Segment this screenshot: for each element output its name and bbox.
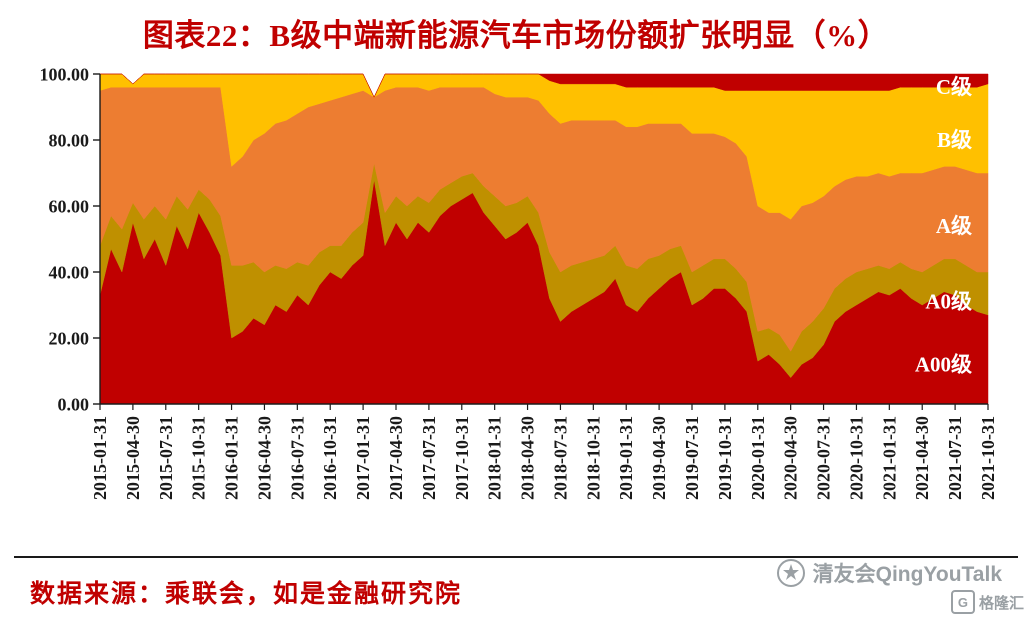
x-tick-label: 2021-04-30 [912,416,932,500]
x-tick-label: 2016-10-31 [320,416,340,500]
y-tick-label: 60.00 [49,197,90,217]
qingyouhui-logo-icon [776,559,805,587]
area-series-C级 [100,73,989,98]
watermark: 清友会QingYouTalk [776,558,1002,588]
x-tick-label: 2020-04-30 [781,416,801,500]
footer-divider [14,556,1018,558]
x-tick-label: 2020-01-31 [748,416,768,500]
y-tick-label: 0.00 [58,395,90,415]
x-tick-label: 2016-07-31 [287,416,307,500]
watermark-text: 清友会QingYouTalk [812,563,1002,586]
gelonghui-logo-text: 格隆汇 [978,594,1024,612]
x-tick-label: 2018-10-31 [583,416,603,500]
y-tick-label: 40.00 [49,263,90,283]
x-tick-label: 2015-01-31 [90,416,110,500]
x-tick-label: 2021-07-31 [945,416,965,500]
x-tick-label: 2015-10-31 [189,416,209,500]
data-source-note: 数据来源：乘联会，如是金融研究院 [30,581,463,608]
y-tick-label: 20.00 [49,329,90,349]
x-tick-label: 2015-04-30 [123,416,143,500]
x-tick-label: 2018-07-31 [550,416,570,500]
chart-title: 图表22：B级中端新能源汽车市场份额扩张明显（%） [142,18,890,53]
x-tick-label: 2019-07-31 [682,416,702,500]
x-tick-label: 2019-10-31 [715,416,735,500]
series-label-B级: B级 [937,128,972,152]
x-tick-label: 2017-07-31 [419,416,439,500]
x-tick-label: 2017-10-31 [452,416,472,500]
x-tick-label: 2019-01-31 [616,416,636,500]
series-label-A0级: A0级 [925,290,972,314]
x-tick-label: 2016-04-30 [254,416,274,500]
x-tick-label: 2017-01-31 [353,416,373,500]
x-tick-label: 2018-01-31 [485,416,505,500]
x-tick-label: 2020-07-31 [814,416,834,500]
x-tick-label: 2021-01-31 [879,416,899,500]
y-tick-label: 80.00 [49,131,90,151]
series-label-A00级: A00级 [915,352,972,376]
x-tick-label: 2017-04-30 [386,416,406,500]
stacked-area-chart: 0.00 20.00 40.00 60.00 80.00 100.00 2015-01-31… [40,65,999,501]
x-tick-label: 2021-10-31 [978,416,998,500]
series-label-A级: A级 [936,214,972,238]
x-tick-label: 2018-04-30 [518,416,538,500]
series-label-C级: C级 [936,75,972,99]
x-tick-label: 2016-01-31 [222,416,242,500]
gelonghui-logo: G 格隆汇 [950,590,1024,614]
x-tick-label: 2015-07-31 [156,416,176,500]
y-tick-label: 100.00 [40,65,90,85]
gelonghui-logo-icon: G [950,590,975,614]
x-tick-label: 2019-04-30 [649,416,669,500]
x-tick-label: 2020-10-31 [846,416,866,500]
